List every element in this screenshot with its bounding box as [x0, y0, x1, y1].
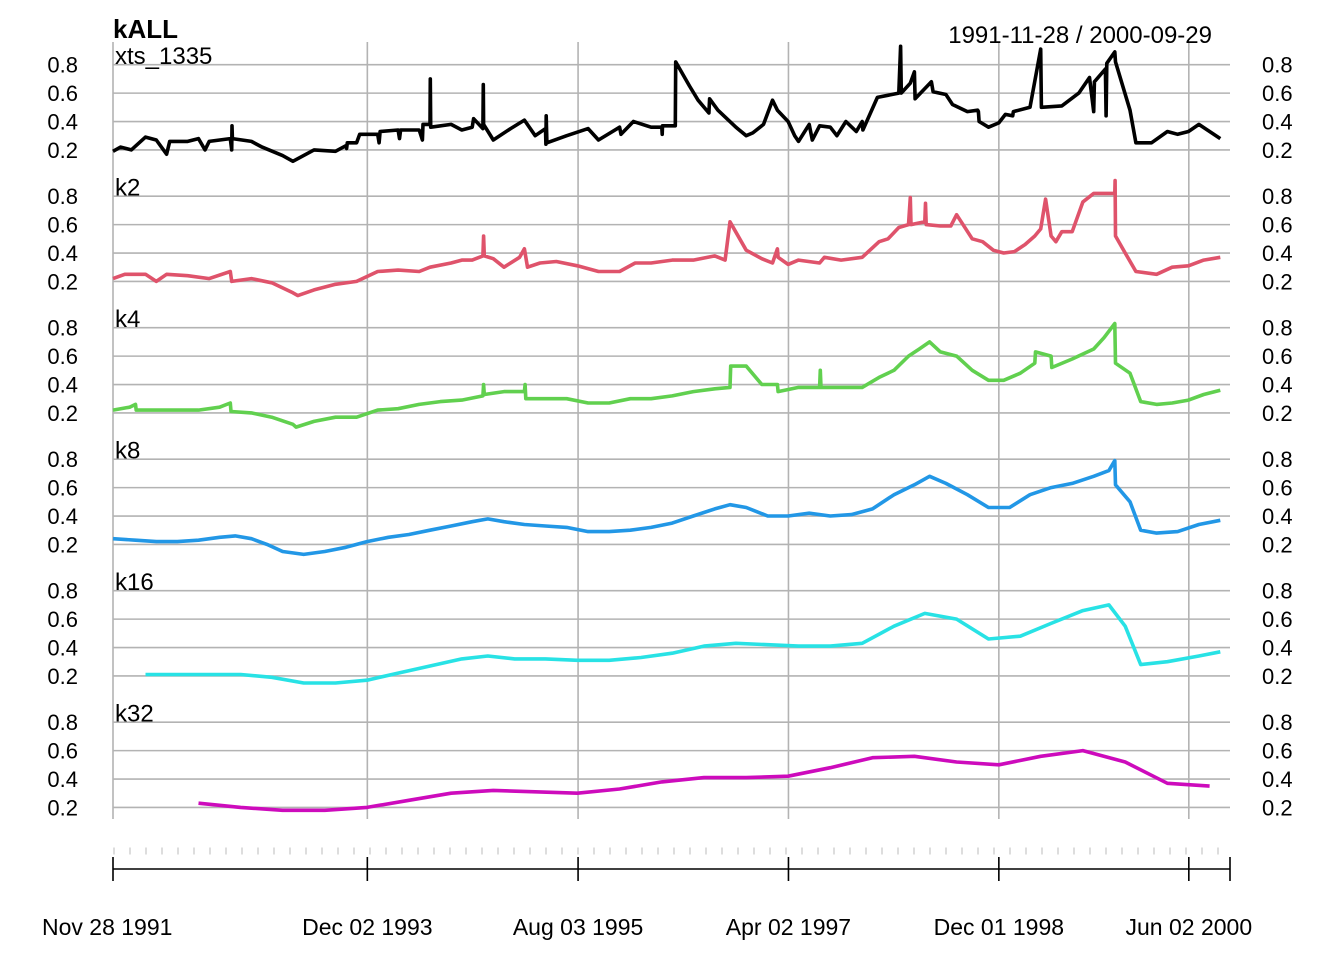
y-tick-right-0-0: 0.2: [1262, 138, 1293, 163]
chart-title: kALL: [113, 14, 178, 44]
y-tick-left-0-1: 0.4: [47, 110, 78, 135]
panel-label-xts_1335: xts_1335: [115, 43, 212, 70]
y-tick-left-4-2: 0.6: [47, 607, 78, 632]
y-tick-left-3-3: 0.8: [47, 447, 78, 472]
y-tick-left-4-0: 0.2: [47, 664, 78, 689]
panel-label-k8: k8: [115, 438, 140, 465]
x-tick-label-1: Dec 02 1993: [302, 914, 432, 940]
y-tick-left-0-2: 0.6: [47, 81, 78, 106]
y-tick-right-3-1: 0.4: [1262, 504, 1293, 529]
y-tick-left-3-1: 0.4: [47, 504, 78, 529]
series-line-k32: [198, 748, 1210, 813]
series-line-k8: [112, 458, 1221, 557]
x-tick-label-0: Nov 28 1991: [42, 914, 172, 940]
y-tick-right-0-3: 0.8: [1262, 53, 1293, 78]
series-line-xts_1335: [112, 44, 1222, 164]
grid-layer: [112, 42, 1230, 819]
y-tick-right-5-2: 0.6: [1262, 739, 1293, 764]
y-tick-right-4-1: 0.4: [1262, 636, 1293, 661]
y-tick-right-3-2: 0.6: [1262, 476, 1293, 501]
panel-label-k16: k16: [115, 569, 154, 596]
y-tick-right-5-3: 0.8: [1262, 710, 1293, 735]
y-tick-left-4-3: 0.8: [47, 579, 78, 604]
x-axis: Nov 28 1991 Dec 02 1993 Aug 03 1995 Apr 02 …: [42, 847, 1253, 940]
panel-label-k4: k4: [115, 306, 140, 333]
y-tick-left-1-2: 0.6: [47, 213, 78, 238]
y-tick-left-1-1: 0.4: [47, 241, 78, 266]
label-layer: 0.2 0.2 0.4 0.4 0.6 0.6 0.8 0.8 xts_1335 0.2 0.2 0.…: [47, 43, 1292, 820]
y-tick-left-0-3: 0.8: [47, 53, 78, 78]
y-tick-left-0-0: 0.2: [47, 138, 78, 163]
y-tick-right-5-1: 0.4: [1262, 767, 1293, 792]
y-tick-right-4-2: 0.6: [1262, 607, 1293, 632]
y-tick-right-1-3: 0.8: [1262, 184, 1293, 209]
y-tick-right-1-2: 0.6: [1262, 213, 1293, 238]
y-tick-left-3-2: 0.6: [47, 476, 78, 501]
y-tick-left-5-0: 0.2: [47, 795, 78, 820]
y-tick-right-2-3: 0.8: [1262, 316, 1293, 341]
series-layer: [112, 44, 1222, 813]
y-tick-right-0-2: 0.6: [1262, 81, 1293, 106]
y-tick-right-2-2: 0.6: [1262, 344, 1293, 369]
y-tick-left-2-2: 0.6: [47, 344, 78, 369]
series-line-k2: [112, 178, 1221, 298]
y-tick-right-3-0: 0.2: [1262, 532, 1293, 557]
y-tick-right-1-1: 0.4: [1262, 241, 1293, 266]
y-tick-left-3-0: 0.2: [47, 532, 78, 557]
y-tick-left-2-1: 0.4: [47, 373, 78, 398]
y-tick-left-5-2: 0.6: [47, 739, 78, 764]
y-tick-left-1-3: 0.8: [47, 184, 78, 209]
y-tick-right-2-1: 0.4: [1262, 373, 1293, 398]
x-tick-label-3: Apr 02 1997: [726, 914, 851, 940]
x-tick-label-5: Jun 02 2000: [1126, 914, 1253, 940]
y-tick-left-2-3: 0.8: [47, 316, 78, 341]
y-tick-right-0-1: 0.4: [1262, 110, 1293, 135]
y-tick-left-1-0: 0.2: [47, 269, 78, 294]
y-tick-left-5-3: 0.8: [47, 710, 78, 735]
y-tick-right-4-3: 0.8: [1262, 579, 1293, 604]
panel-label-k32: k32: [115, 701, 154, 728]
y-tick-right-4-0: 0.2: [1262, 664, 1293, 689]
date-range-text: 1991-11-28 / 2000-09-29: [948, 22, 1212, 49]
series-line-k4: [112, 321, 1221, 429]
y-tick-right-1-0: 0.2: [1262, 269, 1293, 294]
y-tick-left-2-0: 0.2: [47, 401, 78, 426]
x-tick-label-4: Dec 01 1998: [934, 914, 1064, 940]
panel-label-k2: k2: [115, 175, 140, 202]
y-tick-right-3-3: 0.8: [1262, 447, 1293, 472]
y-tick-left-5-1: 0.4: [47, 767, 78, 792]
y-tick-left-4-1: 0.4: [47, 636, 78, 661]
y-tick-right-5-0: 0.2: [1262, 795, 1293, 820]
x-tick-label-2: Aug 03 1995: [513, 914, 643, 940]
series-line-k16: [145, 603, 1221, 685]
y-tick-right-2-0: 0.2: [1262, 401, 1293, 426]
